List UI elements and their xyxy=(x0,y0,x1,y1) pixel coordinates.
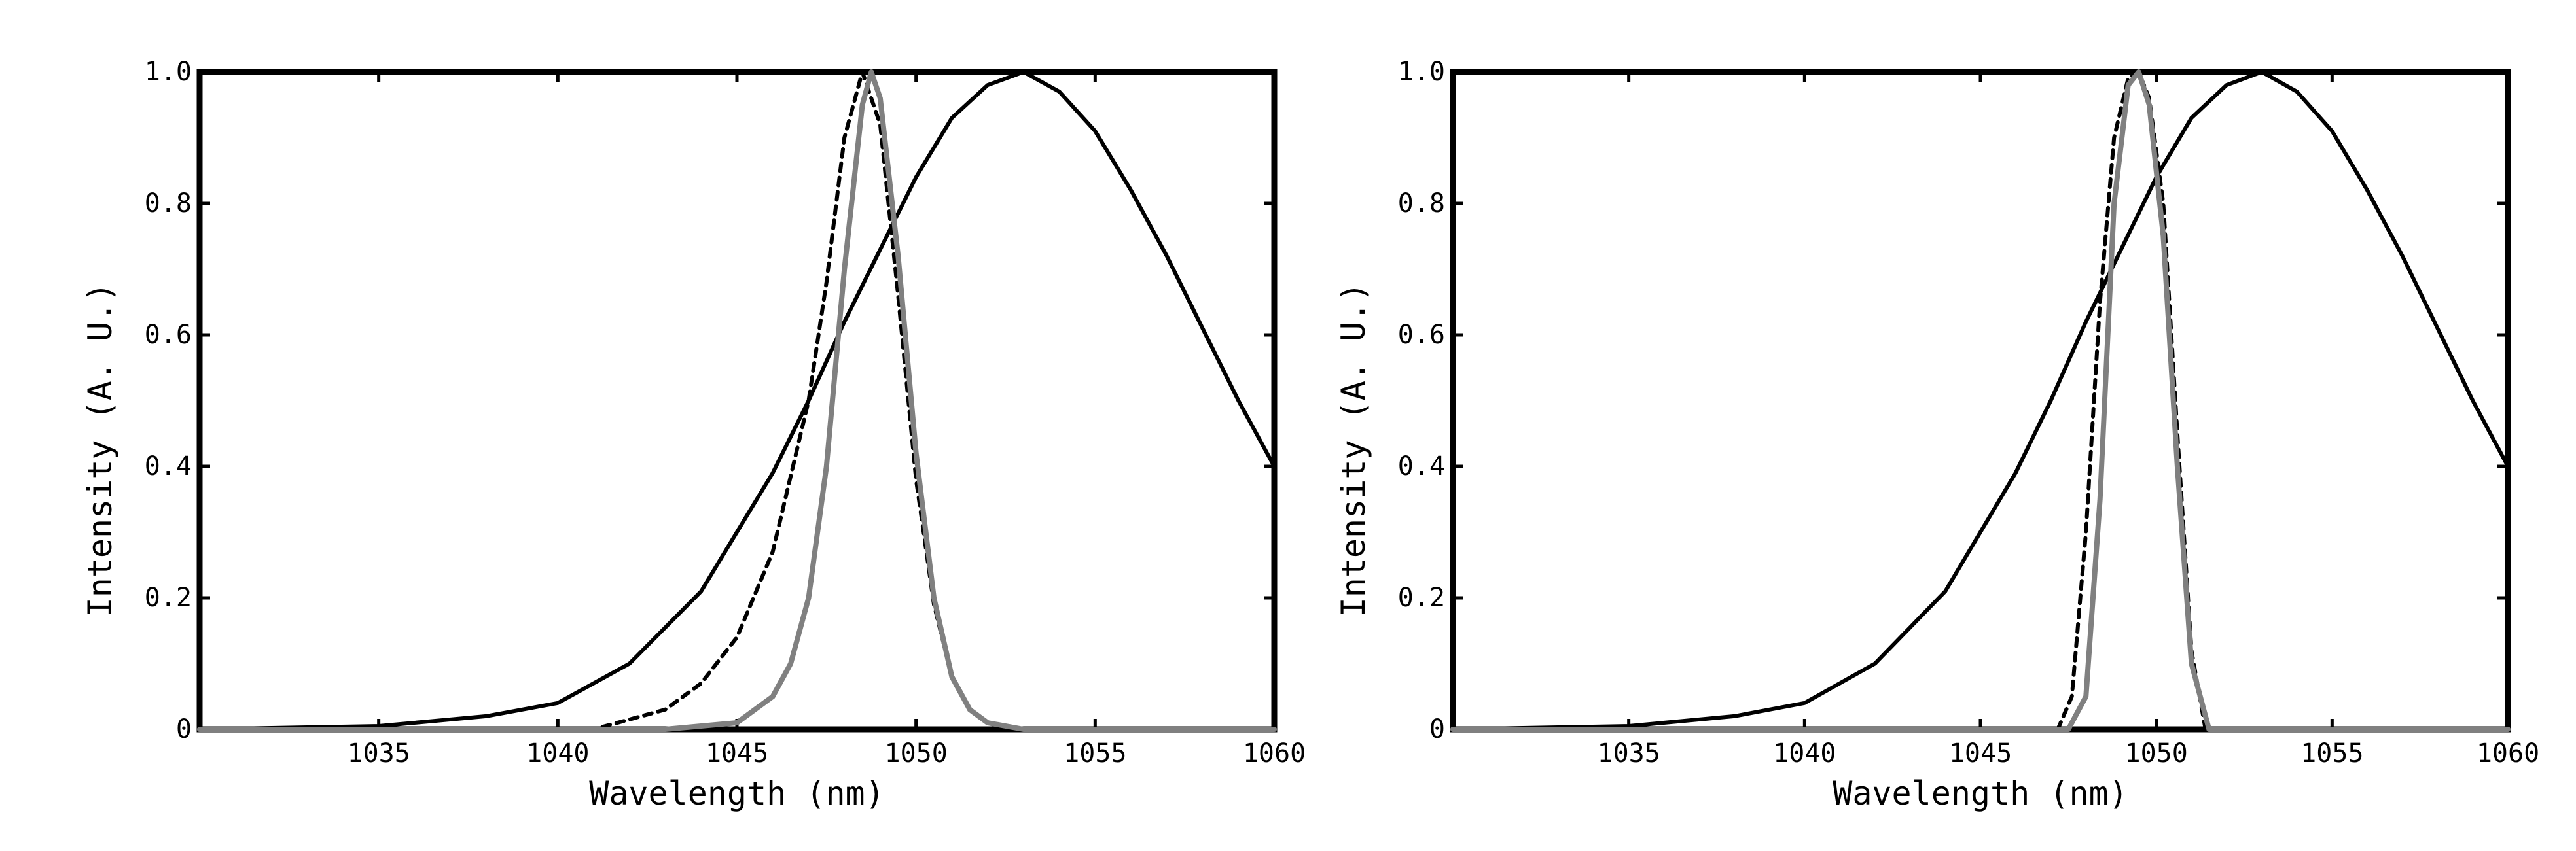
x-tick-label: 1040 xyxy=(526,738,589,769)
series-line-1 xyxy=(198,70,1276,731)
x-tick-label: 1055 xyxy=(2300,738,2363,769)
x-axis-label: Wavelength (nm) xyxy=(1833,774,2128,812)
series-line-2 xyxy=(198,70,1276,731)
y-tick-label: 0.2 xyxy=(145,583,192,613)
series-line-2 xyxy=(1451,70,2510,731)
y-axis-label: Intensity (A. U.) xyxy=(1334,283,1372,617)
y-tick-label: 0.4 xyxy=(145,451,192,481)
y-tick-label: 0.2 xyxy=(1398,583,1445,613)
x-tick-label: 1060 xyxy=(1243,738,1306,769)
series-line-1 xyxy=(1451,70,2510,731)
x-axis-label: Wavelength (nm) xyxy=(589,774,885,812)
x-tick-label: 1045 xyxy=(706,738,768,769)
y-tick-label: 0 xyxy=(176,714,192,744)
chart-panel-1: 0 0.2 0.4 0.6 0.8 1.0 1035 1040 1045 1050 1055 1060… xyxy=(81,57,1306,812)
y-tick-label: 0.8 xyxy=(145,188,192,218)
y-axis-label: Intensity (A. U.) xyxy=(81,283,119,617)
x-tick-label: 1040 xyxy=(1773,738,1836,769)
chart-panel-2: 0 0.2 0.4 0.6 0.8 1.0 1035 1040 1045 1050 1055 1060… xyxy=(1334,57,2539,812)
y-tick-label: 1.0 xyxy=(145,57,192,87)
y-tick-label: 1.0 xyxy=(1398,57,1445,87)
x-tick-label: 1035 xyxy=(1598,738,1660,769)
y-tick-label: 0.4 xyxy=(1398,451,1445,481)
x-tick-label: 1050 xyxy=(885,738,948,769)
y-tick-label: 0 xyxy=(1429,714,1445,744)
y-tick-label: 0.6 xyxy=(145,320,192,350)
plot-frame xyxy=(196,69,1278,733)
y-tick-label: 0.8 xyxy=(1398,188,1445,218)
series-line-3 xyxy=(1450,69,2511,732)
series-line-3 xyxy=(197,69,1277,732)
x-tick-label: 1035 xyxy=(348,738,410,769)
plot-frame xyxy=(1450,69,2511,733)
x-tick-label: 1045 xyxy=(1949,738,2012,769)
y-tick-label: 0.6 xyxy=(1398,320,1445,350)
x-tick-label: 1050 xyxy=(2125,738,2188,769)
x-tick-label: 1055 xyxy=(1064,738,1126,769)
x-tick-label: 1060 xyxy=(2477,738,2539,769)
